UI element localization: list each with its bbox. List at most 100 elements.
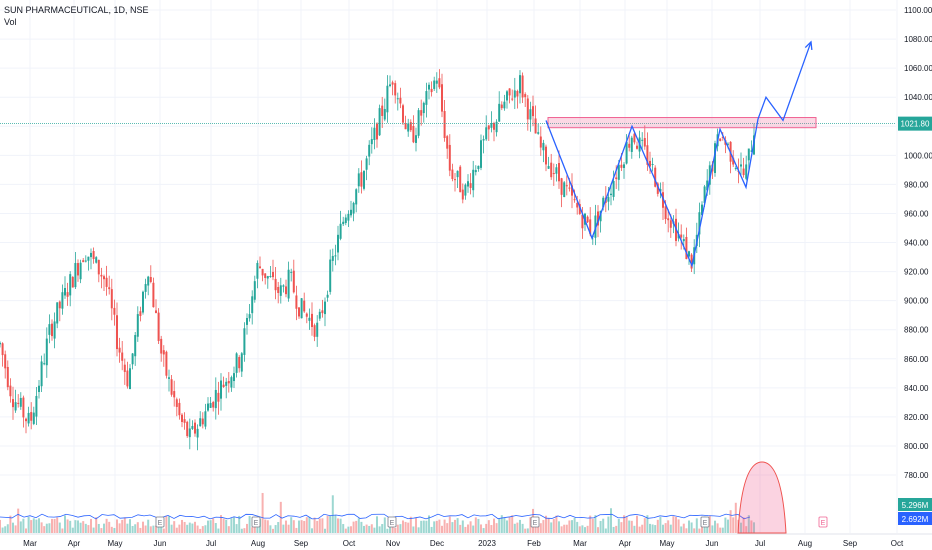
volume-bar: [597, 527, 599, 533]
candle-body: [214, 389, 217, 409]
candle-body: [220, 380, 222, 399]
candle-body: [157, 312, 160, 341]
candle: [45, 327, 48, 378]
candle-body: [207, 403, 209, 411]
volume-bar: [123, 517, 126, 533]
volume-legend[interactable]: Vol: [4, 17, 17, 27]
candle-body: [443, 111, 446, 138]
candle-body: [451, 169, 454, 180]
volume-bar: [326, 515, 329, 533]
candle-body: [92, 251, 95, 260]
volume-bar: [240, 528, 243, 533]
candle-body: [519, 75, 521, 94]
volume-bar: [651, 524, 654, 533]
candle: [160, 335, 163, 362]
candle: [220, 373, 222, 411]
candle: [461, 183, 464, 204]
candle-body: [136, 314, 139, 337]
candle-body: [680, 234, 683, 238]
candle: [573, 189, 576, 203]
drawings[interactable]: [0, 40, 896, 534]
volume-bar: [360, 521, 363, 533]
candle-body: [303, 300, 306, 312]
candle-body: [347, 213, 350, 221]
price-tick-label: 800.00: [904, 442, 929, 451]
volume-bar: [92, 527, 95, 533]
candle: [253, 275, 256, 303]
time-axis[interactable]: Mar Apr May Jun Jul Aug Sep Oct Nov Dec 2023 Feb Mar…: [0, 533, 932, 548]
candle-body: [82, 260, 85, 263]
candle-body: [253, 281, 256, 300]
candle: [92, 247, 95, 264]
candle-body: [233, 373, 235, 382]
price-axis[interactable]: 1100.001080.001060.001040.001020.001000.…: [898, 6, 932, 525]
candle: [1, 342, 4, 367]
candle: [409, 119, 412, 133]
candle: [396, 92, 399, 111]
candle-body: [469, 183, 472, 188]
volume-bar: [287, 524, 290, 533]
candle-body: [227, 380, 230, 384]
volume-bar: [729, 510, 732, 533]
volume-bar: [529, 517, 532, 533]
volume-bar: [300, 520, 303, 533]
volume-bar: [508, 516, 511, 533]
volume-bar: [472, 525, 475, 533]
candle: [552, 163, 555, 186]
candle-body: [747, 148, 750, 161]
candle-body: [477, 165, 480, 170]
earnings-marker-icon: [251, 516, 261, 528]
candle-body: [321, 310, 324, 314]
volume-bar: [308, 516, 311, 533]
candle-body: [742, 168, 745, 176]
candle: [227, 372, 230, 393]
candle-body: [526, 98, 529, 120]
volume-bar: [347, 526, 350, 533]
symbol-title[interactable]: SUN PHARMACEUTICAL, 1D, NSE: [4, 5, 149, 15]
candle: [498, 91, 501, 122]
volume-bar: [30, 520, 33, 533]
volume-bar: [277, 522, 280, 533]
candle: [95, 256, 98, 264]
volume-bar: [84, 523, 87, 533]
candle-body: [623, 164, 625, 168]
candle: [412, 115, 415, 144]
candle: [139, 306, 142, 322]
volume-bar: [121, 519, 124, 533]
candle-body: [513, 90, 516, 98]
candle: [430, 81, 433, 97]
candle: [417, 107, 420, 139]
candle: [363, 170, 365, 191]
candle-body: [350, 209, 352, 216]
candle-body: [27, 412, 30, 424]
candle: [456, 170, 459, 189]
candle: [511, 89, 514, 102]
candle-body: [201, 418, 204, 425]
candle: [199, 411, 202, 427]
volume-bar: [27, 516, 30, 533]
volume-bar: [688, 520, 690, 533]
candle: [240, 351, 243, 377]
candle: [100, 267, 103, 289]
candle-body: [261, 268, 264, 276]
volume-bar: [285, 520, 287, 533]
volume-bar: [563, 524, 566, 533]
volume-bar: [100, 528, 103, 533]
volume-bar: [51, 518, 53, 533]
candle: [22, 395, 25, 428]
candle: [12, 386, 14, 420]
volume-bar: [433, 521, 436, 533]
candle-body: [87, 256, 90, 261]
candle-body: [620, 164, 623, 168]
candle-body: [204, 411, 207, 427]
candle: [17, 394, 20, 408]
time-tick-label: May: [659, 539, 674, 548]
candle-body: [139, 311, 142, 316]
candle-body: [656, 183, 659, 194]
volume-bar: [573, 517, 576, 533]
candle: [539, 126, 542, 156]
volume-bar: [186, 524, 189, 533]
candle: [165, 350, 168, 379]
candle: [524, 92, 527, 107]
